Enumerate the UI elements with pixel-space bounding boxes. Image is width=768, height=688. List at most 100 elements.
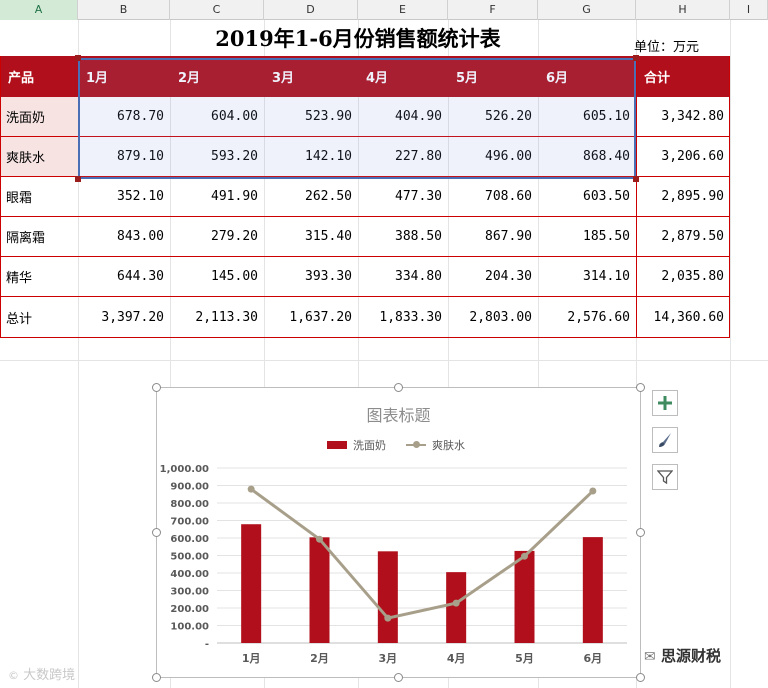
value-cell[interactable]: 708.60 <box>448 177 538 217</box>
value-cell[interactable]: 315.40 <box>264 217 358 257</box>
table-border <box>0 56 1 338</box>
value-cell[interactable]: 678.70 <box>78 97 170 137</box>
chart-title[interactable]: 图表标题 <box>366 406 431 425</box>
chart-area[interactable]: 图表标题 洗面奶 爽肤水 - 100.00 200.00 300.00 400.00 50… <box>156 387 641 678</box>
x-tick-label: 6月 <box>584 652 603 665</box>
brush-icon <box>659 433 671 447</box>
value-cell[interactable]: 523.90 <box>264 97 358 137</box>
header-cell-feb[interactable]: 2月 <box>170 56 264 97</box>
product-cell[interactable]: 精华 <box>0 257 78 297</box>
value-cell[interactable]: 2,113.30 <box>170 297 264 338</box>
value-cell[interactable]: 496.00 <box>448 137 538 177</box>
resize-handle[interactable] <box>394 673 403 682</box>
product-cell[interactable]: 隔离霜 <box>0 217 78 257</box>
value-cell[interactable]: 593.20 <box>170 137 264 177</box>
resize-handle[interactable] <box>152 673 161 682</box>
value-cell[interactable]: 352.10 <box>78 177 170 217</box>
line-point <box>589 487 597 495</box>
value-cell[interactable]: 868.40 <box>538 137 636 177</box>
legend-swatch-bar <box>327 441 347 449</box>
value-cell[interactable]: 867.90 <box>448 217 538 257</box>
total-cell[interactable]: 14,360.60 <box>636 297 730 338</box>
chart-filters-button[interactable] <box>652 464 678 490</box>
value-cell[interactable]: 262.50 <box>264 177 358 217</box>
y-tick-label: 600.00 <box>170 534 209 545</box>
total-cell[interactable]: 3,342.80 <box>636 97 730 137</box>
value-cell[interactable]: 644.30 <box>78 257 170 297</box>
grid-line <box>264 20 265 688</box>
value-cell[interactable]: 605.10 <box>538 97 636 137</box>
header-cell-may[interactable]: 5月 <box>448 56 538 97</box>
product-cell[interactable]: 洗面奶 <box>0 97 78 137</box>
value-cell[interactable]: 334.80 <box>358 257 448 297</box>
value-cell[interactable]: 145.00 <box>170 257 264 297</box>
product-cell[interactable]: 爽肤水 <box>0 137 78 177</box>
value-cell[interactable]: 526.20 <box>448 97 538 137</box>
value-cell[interactable]: 314.10 <box>538 257 636 297</box>
value-cell[interactable]: 3,397.20 <box>78 297 170 338</box>
x-tick-label: 4月 <box>447 652 466 665</box>
table-row: 爽肤水 879.10 593.20 142.10 227.80 496.00 868.40 3… <box>0 137 730 177</box>
legend-label-series-2: 爽肤水 <box>432 439 465 452</box>
value-cell[interactable]: 1,637.20 <box>264 297 358 338</box>
selection-handle[interactable] <box>633 55 639 61</box>
product-cell[interactable]: 眼霜 <box>0 177 78 217</box>
resize-handle[interactable] <box>636 528 645 537</box>
selection-handle[interactable] <box>75 176 81 182</box>
value-cell[interactable]: 204.30 <box>448 257 538 297</box>
value-cell[interactable]: 1,833.30 <box>358 297 448 338</box>
chart-legend[interactable]: 洗面奶 爽肤水 <box>327 437 465 453</box>
watermark-right: ✉ 思源财税 <box>644 645 721 666</box>
header-cell-product[interactable]: 产品 <box>0 56 78 97</box>
value-cell[interactable]: 185.50 <box>538 217 636 257</box>
header-cell-jan[interactable]: 1月 <box>78 56 170 97</box>
column-header-e[interactable]: E <box>358 0 448 20</box>
line-point <box>452 599 460 607</box>
total-cell[interactable]: 2,035.80 <box>636 257 730 297</box>
value-cell[interactable]: 393.30 <box>264 257 358 297</box>
column-header-g[interactable]: G <box>538 0 636 20</box>
resize-handle[interactable] <box>152 528 161 537</box>
header-cell-apr[interactable]: 4月 <box>358 56 448 97</box>
header-cell-jun[interactable]: 6月 <box>538 56 636 97</box>
value-cell[interactable]: 843.00 <box>78 217 170 257</box>
unit-label[interactable]: 单位：万元 <box>634 40 700 55</box>
value-cell[interactable]: 404.90 <box>358 97 448 137</box>
column-header-c[interactable]: C <box>170 0 264 20</box>
value-cell[interactable]: 2,803.00 <box>448 297 538 338</box>
value-cell[interactable]: 477.30 <box>358 177 448 217</box>
selection-range[interactable] <box>78 58 636 179</box>
total-cell[interactable]: 2,879.50 <box>636 217 730 257</box>
chart-elements-button[interactable] <box>652 390 678 416</box>
value-cell[interactable]: 279.20 <box>170 217 264 257</box>
total-cell[interactable]: 2,895.90 <box>636 177 730 217</box>
product-cell[interactable]: 总计 <box>0 297 78 338</box>
column-header-h[interactable]: H <box>636 0 730 20</box>
selection-handle[interactable] <box>75 55 81 61</box>
column-header-f[interactable]: F <box>448 0 538 20</box>
resize-handle[interactable] <box>636 673 645 682</box>
total-cell[interactable]: 3,206.60 <box>636 137 730 177</box>
resize-handle[interactable] <box>636 383 645 392</box>
value-cell[interactable]: 227.80 <box>358 137 448 177</box>
selection-handle[interactable] <box>633 176 639 182</box>
sheet-title[interactable]: 2019年1-6月份销售额统计表 <box>215 26 501 51</box>
value-cell[interactable]: 388.50 <box>358 217 448 257</box>
header-cell-mar[interactable]: 3月 <box>264 56 358 97</box>
column-header-i[interactable]: I <box>730 0 768 20</box>
resize-handle[interactable] <box>394 383 403 392</box>
value-cell[interactable]: 604.00 <box>170 97 264 137</box>
column-header-d[interactable]: D <box>264 0 358 20</box>
column-header-b[interactable]: B <box>78 0 170 20</box>
chart-styles-button[interactable] <box>652 427 678 453</box>
legend-swatch-line <box>406 441 426 448</box>
value-cell[interactable]: 603.50 <box>538 177 636 217</box>
column-header-a[interactable]: A <box>0 0 78 20</box>
header-cell-total[interactable]: 合计 <box>636 56 730 97</box>
resize-handle[interactable] <box>152 383 161 392</box>
watermark-logo-icon: © <box>8 669 19 682</box>
value-cell[interactable]: 2,576.60 <box>538 297 636 338</box>
value-cell[interactable]: 879.10 <box>78 137 170 177</box>
value-cell[interactable]: 142.10 <box>264 137 358 177</box>
value-cell[interactable]: 491.90 <box>170 177 264 217</box>
